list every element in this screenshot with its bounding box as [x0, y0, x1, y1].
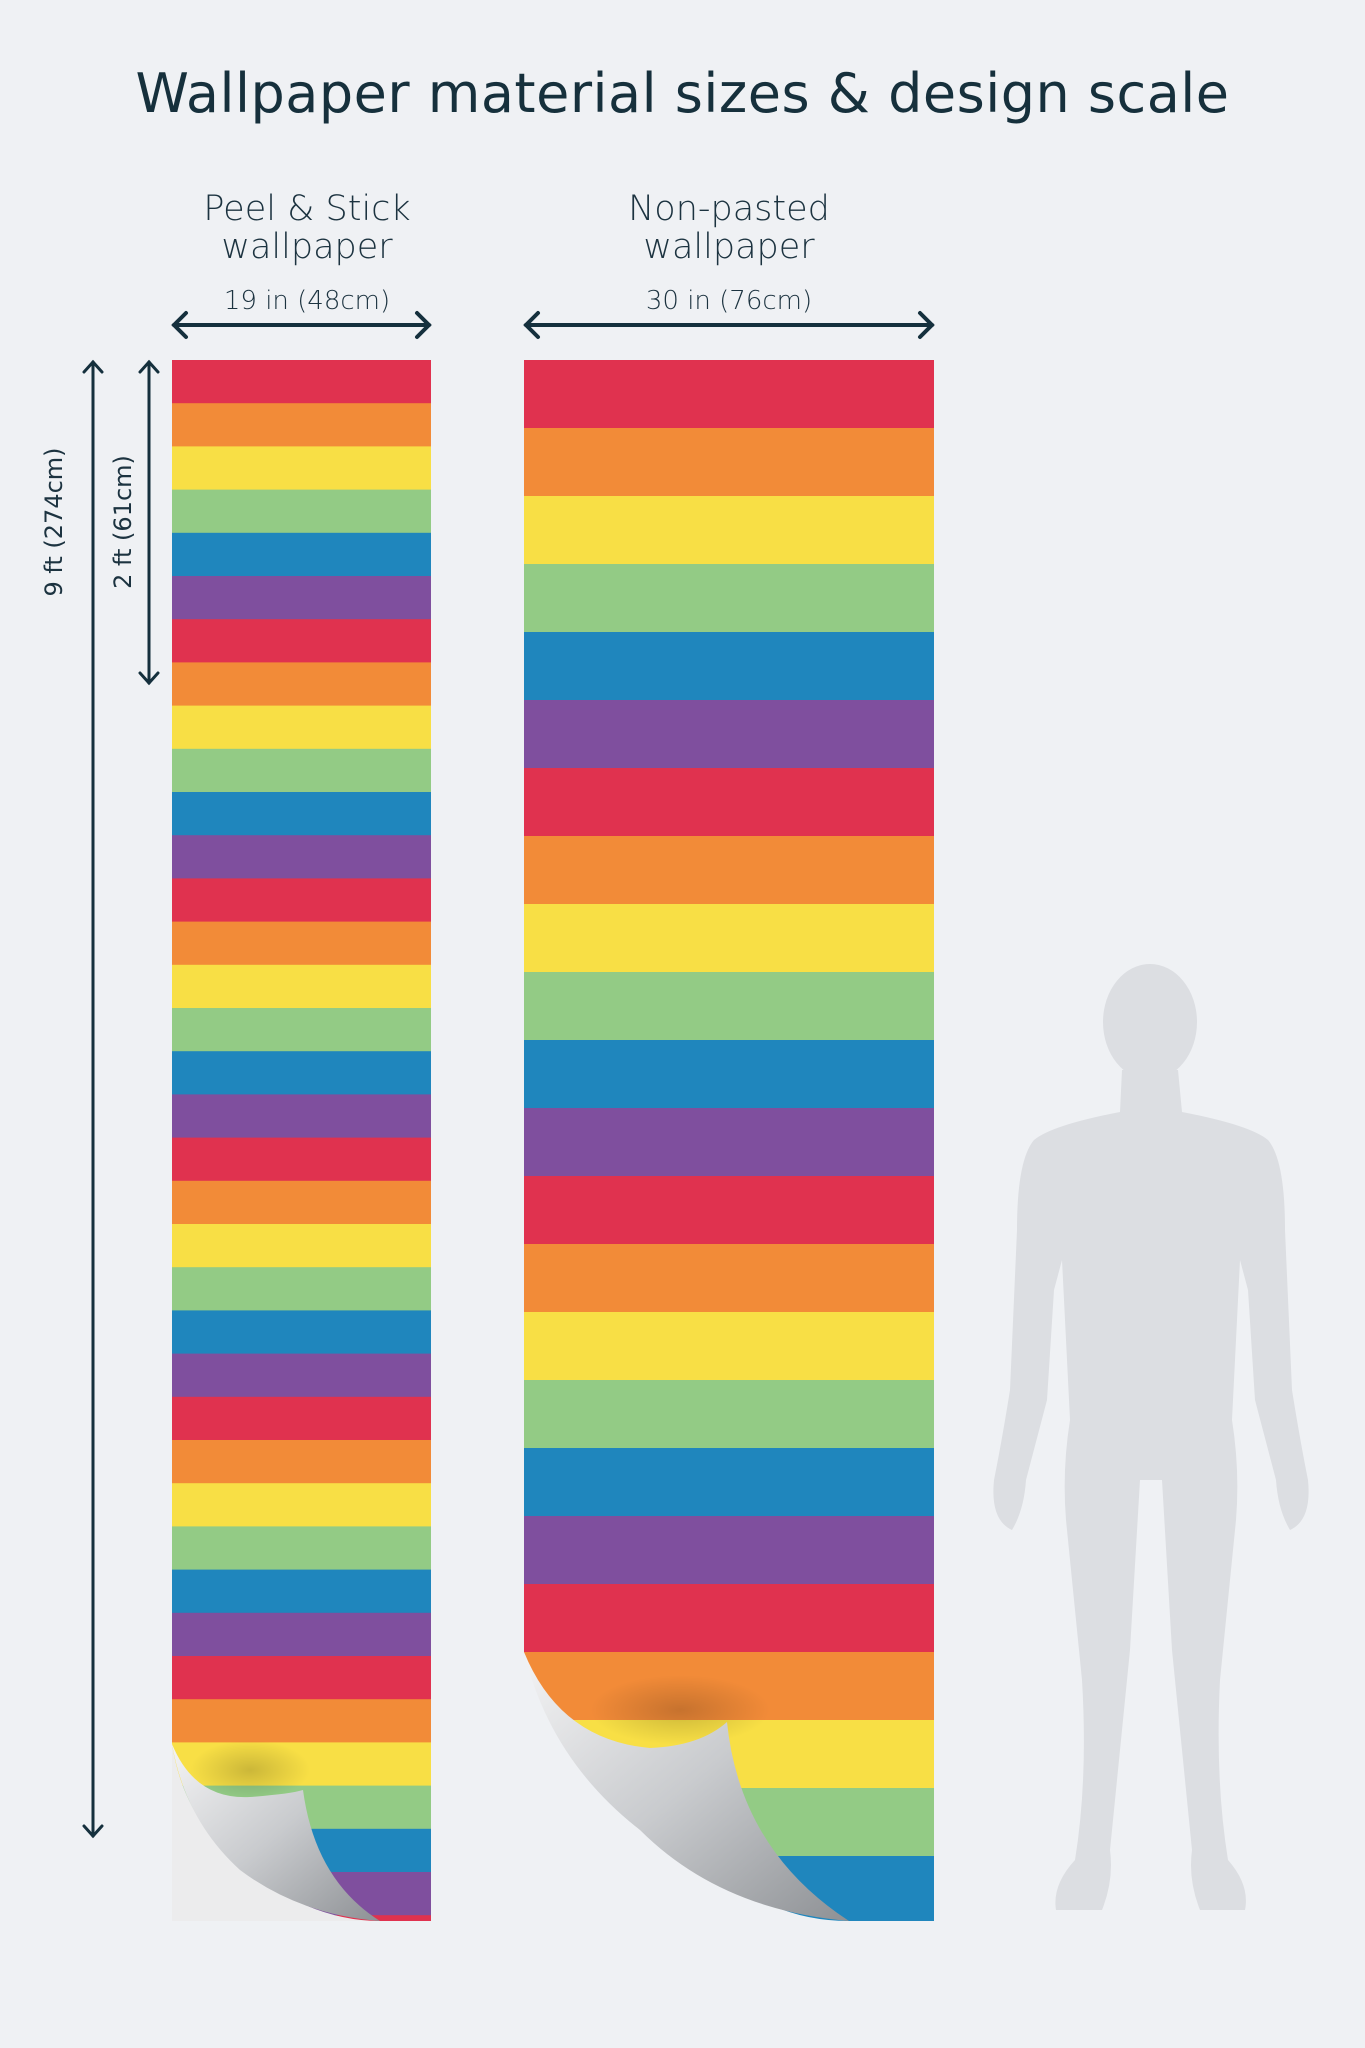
nonpasted-width-arrow-icon — [523, 311, 935, 339]
stripe — [524, 1108, 934, 1177]
stripe — [172, 792, 431, 836]
stripe — [524, 1516, 934, 1585]
stripe — [172, 532, 431, 577]
stripe — [172, 403, 431, 447]
peel-stick-label-line1: Peel & Stick — [203, 189, 411, 229]
page-title: Wallpaper material sizes & design scale — [135, 62, 1230, 125]
stripe — [172, 662, 431, 707]
stripe — [172, 1137, 431, 1182]
stripe — [172, 576, 431, 620]
stripe — [524, 1040, 934, 1109]
stripe — [172, 921, 431, 966]
peel-stick-label: Peel & Stick wallpaper — [177, 190, 437, 266]
non-pasted-label-line1: Non-pasted — [628, 189, 830, 229]
stripe — [524, 428, 934, 497]
peel-stick-panel — [172, 360, 431, 1921]
stripe — [172, 446, 431, 491]
stripe — [524, 836, 934, 905]
stripe — [172, 1569, 431, 1614]
stripe — [172, 1483, 431, 1527]
height-arrow-icon — [82, 359, 104, 1839]
stripe — [172, 1051, 431, 1095]
repeat-arrow-icon — [138, 359, 160, 686]
stripe — [172, 705, 431, 750]
peel-stick-width: 19 in (48cm) — [223, 286, 391, 316]
stripe — [524, 1584, 934, 1653]
stripe — [524, 700, 934, 769]
stripe — [524, 1448, 934, 1517]
peel-width-arrow-icon — [171, 311, 432, 339]
stripe — [172, 1267, 431, 1311]
stripe — [172, 835, 431, 879]
height-total-label: 9 ft (274cm) — [40, 447, 68, 597]
stripe — [172, 964, 431, 1009]
non-pasted-label-line2: wallpaper — [643, 227, 815, 267]
stripe — [524, 1244, 934, 1313]
stripe — [172, 1440, 431, 1484]
stripe — [524, 1176, 934, 1245]
stripe — [172, 1526, 431, 1571]
stripe — [172, 1180, 431, 1225]
peel-page-curl-icon — [172, 1740, 380, 1921]
peel-stick-label-line2: wallpaper — [221, 227, 393, 267]
stripe — [172, 1656, 431, 1700]
stripe — [172, 1612, 431, 1657]
stripe — [524, 496, 934, 565]
stripe — [524, 768, 934, 837]
stripe — [172, 619, 431, 663]
stripe — [524, 360, 934, 429]
stripe — [172, 1699, 431, 1743]
pattern-repeat-label: 2 ft (61cm) — [109, 455, 137, 589]
stripe — [524, 1312, 934, 1381]
stripe — [172, 1310, 431, 1355]
stripe — [172, 748, 431, 793]
stripe — [172, 878, 431, 923]
stripe — [524, 972, 934, 1041]
stripe — [172, 1008, 431, 1052]
stripe — [172, 1094, 431, 1139]
non-pasted-width: 30 in (76cm) — [645, 286, 813, 316]
stripe — [524, 1380, 934, 1449]
human-silhouette-icon — [993, 964, 1309, 1910]
stripe — [172, 1224, 431, 1268]
non-pasted-panel — [524, 360, 934, 1921]
non-pasted-label: Non-pasted wallpaper — [579, 190, 879, 266]
stripe — [524, 564, 934, 633]
stripe — [172, 1396, 431, 1441]
stripe — [524, 632, 934, 701]
stripe — [172, 1353, 431, 1398]
stripe — [172, 360, 431, 404]
stripe — [524, 904, 934, 973]
stripe — [172, 489, 431, 534]
nonpasted-page-curl-icon — [524, 1652, 849, 1921]
